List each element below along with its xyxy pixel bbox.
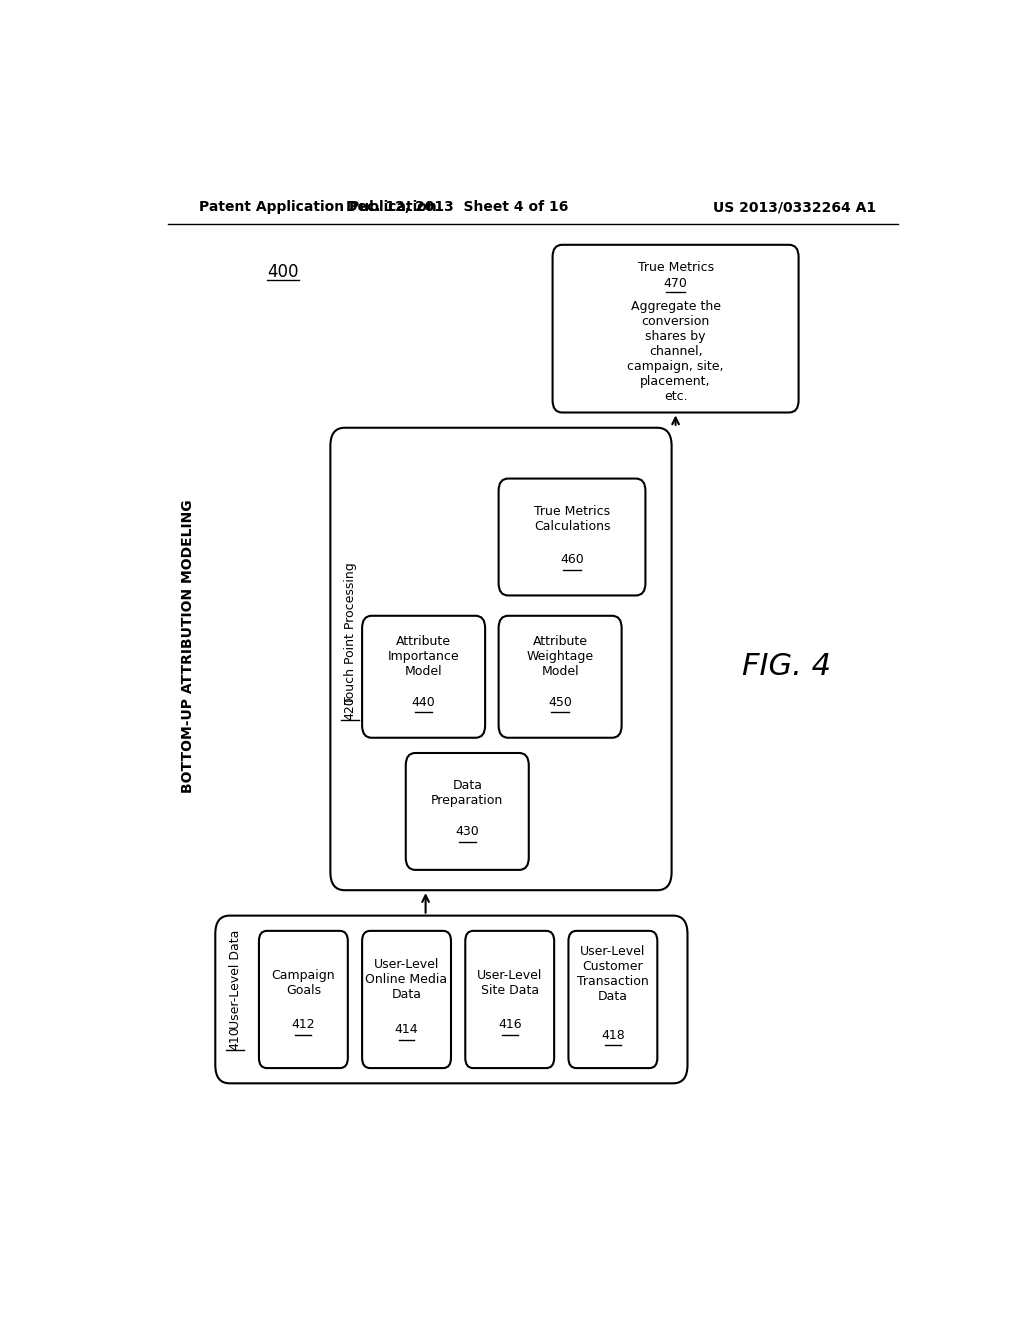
Text: US 2013/0332264 A1: US 2013/0332264 A1 [713, 201, 877, 214]
Text: Patent Application Publication: Patent Application Publication [200, 201, 437, 214]
Text: 414: 414 [394, 1023, 419, 1036]
Text: 416: 416 [498, 1019, 521, 1031]
Text: 430: 430 [456, 825, 479, 838]
Text: 420: 420 [344, 696, 356, 719]
Text: BOTTOM-UP ATTRIBUTION MODELING: BOTTOM-UP ATTRIBUTION MODELING [180, 499, 195, 793]
Text: User-Level
Site Data: User-Level Site Data [477, 969, 543, 997]
Text: 460: 460 [560, 553, 584, 566]
Text: User-Level
Customer
Transaction
Data: User-Level Customer Transaction Data [577, 945, 649, 1003]
Text: 400: 400 [267, 263, 298, 281]
Text: True Metrics
Calculations: True Metrics Calculations [534, 504, 610, 533]
Text: 440: 440 [412, 696, 435, 709]
Text: Attribute
Importance
Model: Attribute Importance Model [388, 635, 460, 678]
FancyBboxPatch shape [553, 244, 799, 412]
FancyBboxPatch shape [499, 479, 645, 595]
Text: True Metrics: True Metrics [638, 260, 714, 273]
FancyBboxPatch shape [331, 428, 672, 890]
FancyBboxPatch shape [499, 615, 622, 738]
Text: 418: 418 [601, 1028, 625, 1041]
Text: Touch Point Processing: Touch Point Processing [344, 562, 356, 705]
Text: FIG. 4: FIG. 4 [742, 652, 831, 681]
Text: 410: 410 [228, 1026, 242, 1049]
Text: Aggregate the
conversion
shares by
channel,
campaign, site,
placement,
etc.: Aggregate the conversion shares by chann… [628, 300, 724, 403]
Text: 412: 412 [292, 1019, 315, 1031]
Text: Attribute
Weightage
Model: Attribute Weightage Model [526, 635, 594, 678]
FancyBboxPatch shape [362, 615, 485, 738]
FancyBboxPatch shape [215, 916, 687, 1084]
FancyBboxPatch shape [568, 931, 657, 1068]
Text: User-Level
Online Media
Data: User-Level Online Media Data [366, 957, 447, 1001]
FancyBboxPatch shape [259, 931, 348, 1068]
Text: 450: 450 [548, 696, 572, 709]
FancyBboxPatch shape [406, 752, 528, 870]
Text: 470: 470 [664, 277, 687, 290]
FancyBboxPatch shape [362, 931, 451, 1068]
Text: Data
Preparation: Data Preparation [431, 779, 504, 807]
Text: User-Level Data: User-Level Data [228, 929, 242, 1028]
Text: Dec. 12, 2013  Sheet 4 of 16: Dec. 12, 2013 Sheet 4 of 16 [346, 201, 568, 214]
FancyBboxPatch shape [465, 931, 554, 1068]
Text: Campaign
Goals: Campaign Goals [271, 969, 335, 997]
